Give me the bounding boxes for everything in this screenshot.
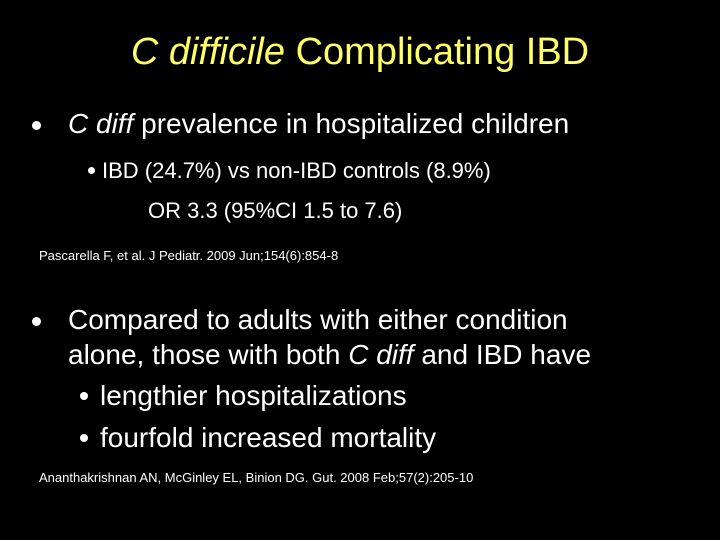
subbullet-line2: OR 3.3 (95%CI 1.5 to 7.6) (148, 198, 403, 223)
bullet-adults-comparison: Compared to adults with either condition (32, 303, 568, 337)
bullet-line2-italic: C diff (348, 339, 414, 370)
slide-title: C difficile Complicating IBD (0, 26, 720, 78)
subbullet-odds-ratio: OR 3.3 (95%CI 1.5 to 7.6) (148, 196, 402, 226)
subbullet-line1: IBD (24.7%) vs non-IBD controls (8.9%) (102, 158, 491, 183)
subbullet-ibd-rates: IBD (24.7%) vs non-IBD controls (8.9%) (88, 156, 491, 186)
bullet-line1: Compared to adults with either condition (68, 304, 568, 335)
subbullet-lengthier-hospitalizations: lengthier hospitalizations (80, 379, 407, 413)
title-rest: Complicating IBD (285, 31, 590, 73)
subbullet-text: fourfold increased mortality (100, 422, 437, 453)
bullet-line2-pre: alone, those with both (68, 339, 349, 370)
bullet-dot-icon (32, 121, 41, 130)
subbullet-text: lengthier hospitalizations (100, 380, 407, 411)
bullet-italic: C diff (68, 108, 134, 139)
bullet-adults-comparison-cont: alone, those with both C diff and IBD ha… (68, 338, 591, 372)
bullet-cdiff-prevalence: C diff prevalence in hospitalized childr… (32, 107, 570, 141)
subbullet-dot-icon (88, 167, 95, 174)
reference-ananthakrishnan: Ananthakrishnan AN, McGinley EL, Binion … (39, 470, 474, 485)
bullet-line2-post: and IBD have (413, 339, 592, 370)
bullet-text: prevalence in hospitalized children (133, 108, 570, 139)
title-italic-part: C difficile (130, 31, 286, 73)
reference-pascarella: Pascarella F, et al. J Pediatr. 2009 Jun… (39, 248, 339, 263)
bullet-dot-icon (32, 317, 41, 326)
subbullet-increased-mortality: fourfold increased mortality (80, 421, 437, 455)
subbullet-dot-icon (80, 434, 88, 442)
subbullet-dot-icon (80, 392, 88, 400)
